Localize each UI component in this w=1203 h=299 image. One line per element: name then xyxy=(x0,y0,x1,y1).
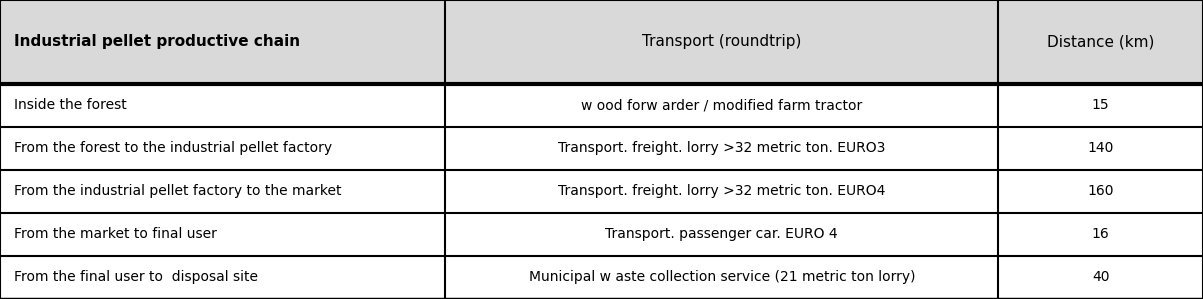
Text: From the industrial pellet factory to the market: From the industrial pellet factory to th… xyxy=(14,184,342,198)
Bar xyxy=(0,256,1203,299)
Text: 16: 16 xyxy=(1092,228,1109,241)
Text: Transport (roundtrip): Transport (roundtrip) xyxy=(642,34,801,49)
Text: Transport. freight. lorry >32 metric ton. EURO4: Transport. freight. lorry >32 metric ton… xyxy=(558,184,885,198)
Text: Municipal w aste collection service (21 metric ton lorry): Municipal w aste collection service (21 … xyxy=(528,271,915,284)
Text: Industrial pellet productive chain: Industrial pellet productive chain xyxy=(14,34,301,49)
Text: 40: 40 xyxy=(1092,271,1109,284)
Text: Distance (km): Distance (km) xyxy=(1047,34,1155,49)
Text: 160: 160 xyxy=(1088,184,1114,198)
Text: From the market to final user: From the market to final user xyxy=(14,228,218,241)
Text: 15: 15 xyxy=(1092,98,1109,112)
Bar xyxy=(0,0,1203,84)
Bar xyxy=(0,127,1203,170)
Text: Transport. freight. lorry >32 metric ton. EURO3: Transport. freight. lorry >32 metric ton… xyxy=(558,141,885,155)
Bar xyxy=(0,170,1203,213)
Bar xyxy=(0,84,1203,127)
Bar xyxy=(0,213,1203,256)
Text: Transport. passenger car. EURO 4: Transport. passenger car. EURO 4 xyxy=(605,228,838,241)
Text: From the final user to  disposal site: From the final user to disposal site xyxy=(14,271,259,284)
Text: From the forest to the industrial pellet factory: From the forest to the industrial pellet… xyxy=(14,141,332,155)
Text: w ood forw arder / modified farm tractor: w ood forw arder / modified farm tractor xyxy=(581,98,863,112)
Text: 140: 140 xyxy=(1088,141,1114,155)
Text: Inside the forest: Inside the forest xyxy=(14,98,128,112)
